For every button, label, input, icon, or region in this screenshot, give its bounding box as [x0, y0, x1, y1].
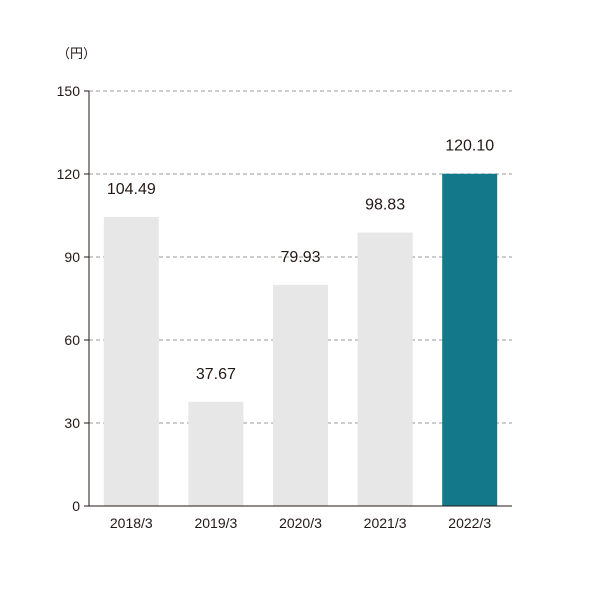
bar-2022/3	[442, 173, 498, 506]
y-tick-label: 150	[57, 83, 81, 99]
x-tick-label: 2022/3	[448, 515, 491, 531]
gridlines	[89, 90, 512, 424]
bar-2018/3	[103, 216, 159, 506]
data-label: 79.93	[280, 249, 320, 266]
y-tick-label: 90	[64, 249, 80, 265]
y-tick-label: 120	[57, 166, 81, 182]
bar-2021/3	[357, 232, 413, 507]
data-label: 98.83	[365, 197, 405, 214]
y-tick-label: 60	[64, 332, 80, 348]
bars	[103, 173, 498, 507]
x-tick-label: 2018/3	[110, 515, 153, 531]
y-tick-label: 30	[64, 415, 80, 431]
axes	[84, 90, 512, 507]
bar-2019/3	[188, 401, 244, 506]
y-tick-label: 0	[72, 498, 80, 514]
labels: 0 30 60 90 120 150 104.49 2018/3 37.67 2019/3 79.9…	[57, 83, 495, 531]
x-tick-label: 2019/3	[194, 515, 237, 531]
y-axis-unit-label: （円）	[57, 46, 96, 61]
data-label: 104.49	[107, 181, 156, 198]
x-tick-label: 2020/3	[279, 515, 322, 531]
data-label: 120.10	[445, 138, 494, 155]
x-tick-label: 2021/3	[364, 515, 407, 531]
data-label: 37.67	[196, 366, 236, 383]
bar-2020/3	[273, 284, 328, 506]
